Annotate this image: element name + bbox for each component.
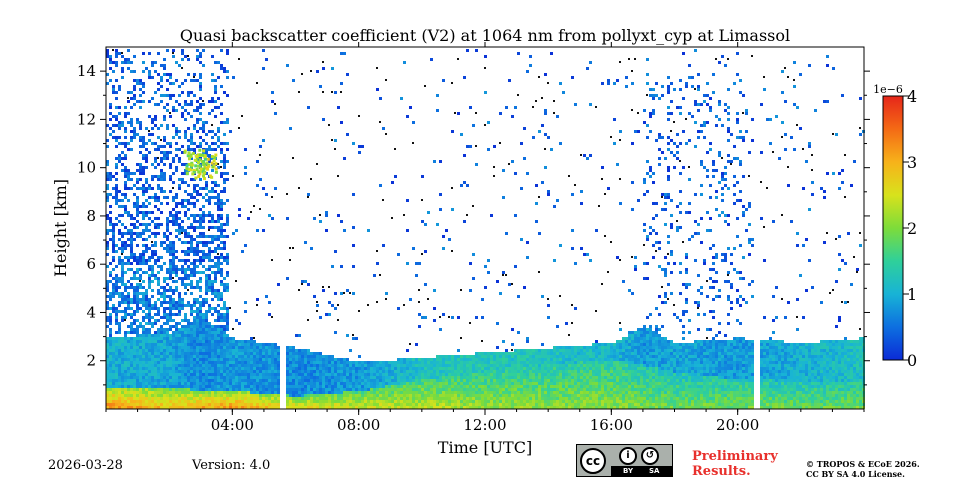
colorbar-gradient [882, 95, 904, 361]
backscatter-heatmap [106, 49, 865, 409]
preliminary-line-2: Results. [692, 464, 751, 479]
x-tick-label: 08:00 [337, 416, 380, 434]
y-tick-label: 2 [86, 352, 96, 370]
copyright-line-1: © TROPOS & ECoE 2026. [806, 459, 920, 469]
cc-license-badge: cc i ↺ BY SA [576, 444, 673, 477]
y-axis: 2 4 6 8 10 12 14 [77, 62, 870, 386]
footer-version: Version: 4.0 [192, 458, 271, 473]
copyright-note: © TROPOS & ECoE 2026. CC BY SA 4.0 Licen… [806, 459, 920, 479]
preliminary-line-1: Preliminary [692, 449, 778, 464]
colorbar: 1e−6 0 1 2 3 4 [873, 83, 917, 370]
copyright-line-2: CC BY SA 4.0 License. [806, 469, 905, 479]
preliminary-results-note: Preliminary Results. [692, 449, 778, 479]
y-tick-label: 6 [86, 255, 96, 273]
by-icon: i [619, 447, 637, 465]
x-axis: 04:00 08:00 12:00 16:00 20:00 [105, 42, 865, 434]
x-tick-label: 20:00 [716, 416, 759, 434]
license-strip: BY SA [611, 466, 672, 476]
x-tick-label: 16:00 [590, 416, 633, 434]
chart-title: Quasi backscatter coefficient (V2) at 10… [180, 26, 790, 45]
sa-icon: ↺ [641, 447, 659, 465]
sa-label: SA [649, 467, 660, 475]
colorbar-tick-label: 4 [907, 87, 917, 106]
y-tick-label: 12 [77, 110, 96, 128]
x-axis-label: Time [UTC] [438, 438, 532, 457]
x-tick-label: 12:00 [463, 416, 506, 434]
y-axis-label: Height [km] [51, 179, 70, 277]
colorbar-tick-label: 0 [907, 351, 917, 370]
colorbar-tick-label: 3 [907, 153, 917, 172]
y-tick-label: 8 [86, 207, 96, 225]
footer-date: 2026-03-28 [48, 458, 123, 473]
x-tick-label: 04:00 [211, 416, 254, 434]
y-tick-label: 10 [77, 159, 96, 177]
y-tick-label: 4 [86, 303, 96, 321]
colorbar-multiplier: 1e−6 [873, 83, 903, 96]
y-tick-label: 14 [77, 62, 96, 80]
by-label: BY [623, 467, 634, 475]
colorbar-tick-label: 1 [907, 285, 917, 304]
colorbar-tick-label: 2 [907, 219, 917, 238]
cc-icon: cc [580, 448, 606, 474]
